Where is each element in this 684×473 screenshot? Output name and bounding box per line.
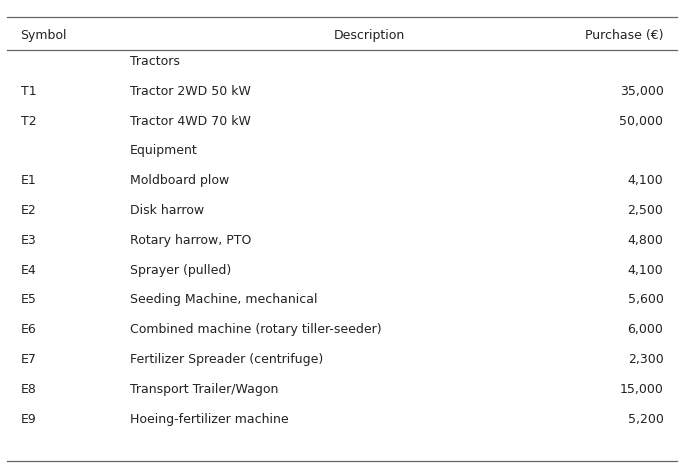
Text: 4,100: 4,100 xyxy=(628,174,663,187)
Text: Moldboard plow: Moldboard plow xyxy=(130,174,229,187)
Text: T1: T1 xyxy=(21,85,36,98)
Text: 5,600: 5,600 xyxy=(628,293,663,307)
Text: Hoeing-fertilizer machine: Hoeing-fertilizer machine xyxy=(130,412,289,426)
Text: E5: E5 xyxy=(21,293,36,307)
Text: Fertilizer Spreader (centrifuge): Fertilizer Spreader (centrifuge) xyxy=(130,353,324,366)
Text: 4,100: 4,100 xyxy=(628,263,663,277)
Text: E9: E9 xyxy=(21,412,36,426)
Text: E4: E4 xyxy=(21,263,36,277)
Text: 4,800: 4,800 xyxy=(628,234,663,247)
Text: 5,200: 5,200 xyxy=(628,412,663,426)
Text: Symbol: Symbol xyxy=(21,29,67,42)
Text: Tractor 2WD 50 kW: Tractor 2WD 50 kW xyxy=(130,85,251,98)
Text: E3: E3 xyxy=(21,234,36,247)
Text: E6: E6 xyxy=(21,323,36,336)
Text: E2: E2 xyxy=(21,204,36,217)
Text: 2,500: 2,500 xyxy=(628,204,663,217)
Text: 2,300: 2,300 xyxy=(628,353,663,366)
Text: Sprayer (pulled): Sprayer (pulled) xyxy=(130,263,231,277)
Text: 50,000: 50,000 xyxy=(620,114,663,128)
Text: Combined machine (rotary tiller-seeder): Combined machine (rotary tiller-seeder) xyxy=(130,323,382,336)
Text: 6,000: 6,000 xyxy=(628,323,663,336)
Text: Equipment: Equipment xyxy=(130,144,198,158)
Text: Purchase (€): Purchase (€) xyxy=(585,29,663,42)
Text: E1: E1 xyxy=(21,174,36,187)
Text: Tractors: Tractors xyxy=(130,55,180,68)
Text: E8: E8 xyxy=(21,383,36,396)
Text: Description: Description xyxy=(334,29,405,42)
Text: Seeding Machine, mechanical: Seeding Machine, mechanical xyxy=(130,293,317,307)
Text: Rotary harrow, PTO: Rotary harrow, PTO xyxy=(130,234,251,247)
Text: Transport Trailer/Wagon: Transport Trailer/Wagon xyxy=(130,383,278,396)
Text: 35,000: 35,000 xyxy=(620,85,663,98)
Text: Tractor 4WD 70 kW: Tractor 4WD 70 kW xyxy=(130,114,251,128)
Text: E7: E7 xyxy=(21,353,36,366)
Text: T2: T2 xyxy=(21,114,36,128)
Text: 15,000: 15,000 xyxy=(620,383,663,396)
Text: Disk harrow: Disk harrow xyxy=(130,204,204,217)
